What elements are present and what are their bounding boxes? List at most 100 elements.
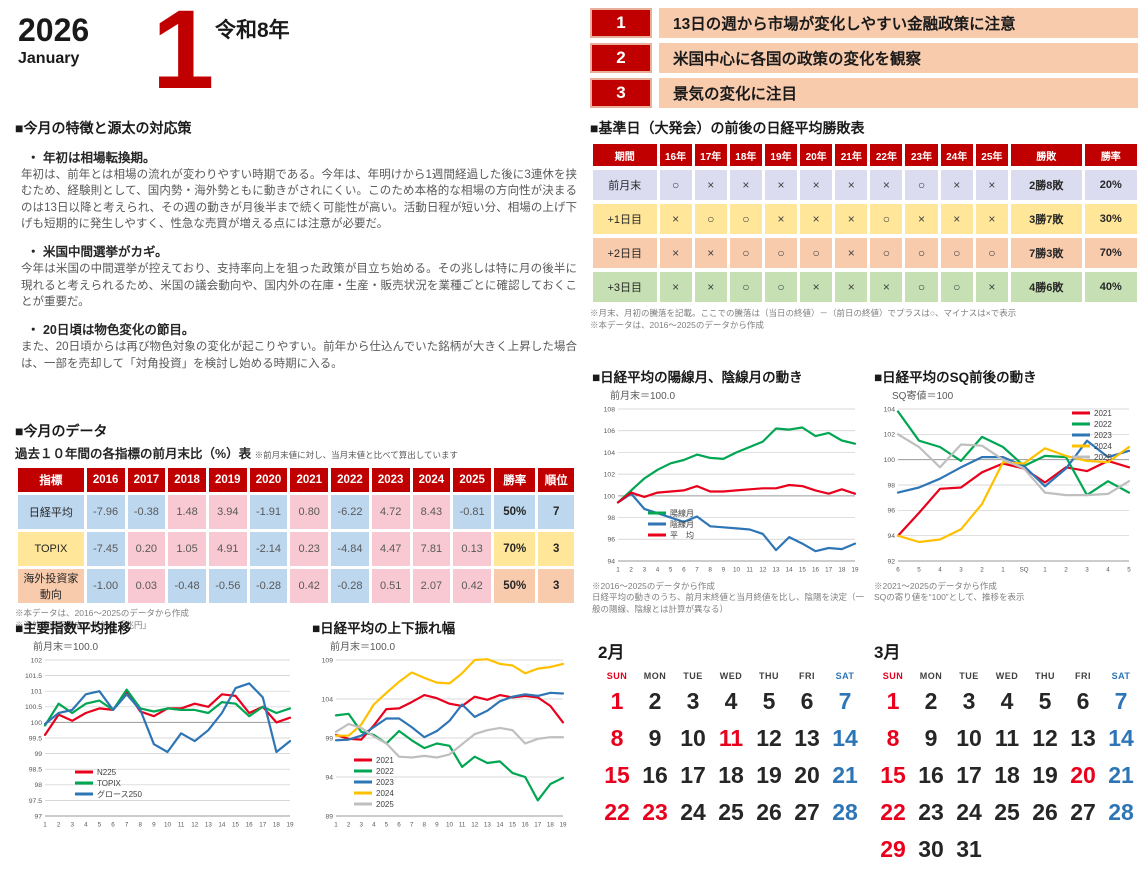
table-header-cell: 2018 (168, 468, 206, 492)
calendar-day: 10 (956, 725, 982, 751)
svg-text:4: 4 (372, 822, 376, 829)
winloss-mark: × (870, 272, 903, 302)
winloss-mark: × (694, 238, 727, 268)
winloss-mark: × (835, 238, 868, 268)
svg-text:SQ: SQ (1019, 567, 1028, 574)
chart-sq-movement: ■日経平均のSQ前後の動き SQ寄値＝100 92 94 96 98 100 102 104… (874, 366, 1140, 604)
calendar-dow-label: FRI (799, 671, 815, 681)
indicator-history-table: 指標 2016 2017 2018 2019 2020 2021 2022 2023 2024 20… (15, 465, 577, 606)
winloss-mark: ○ (694, 204, 727, 234)
svg-text:4: 4 (938, 567, 942, 574)
era-label: 令和8年 (215, 19, 290, 42)
year-label: 2026 (18, 12, 90, 48)
chart-title: ■日経平均の上下振れ幅 (312, 621, 456, 636)
svg-text:5: 5 (385, 822, 389, 829)
svg-text:TOPIX: TOPIX (97, 779, 122, 788)
calendar-day-empty (988, 832, 1026, 869)
svg-text:2024: 2024 (376, 789, 394, 798)
svg-text:14: 14 (218, 822, 226, 829)
calendar-grid: SUN MON TUE WED THU FRI SAT 1 2 3 4 5 6 7 8 9 10 11 12 13 14… (874, 667, 1140, 869)
chart-title: ■主要指数平均推移 (15, 621, 132, 636)
indicator-value: 0.23 (290, 532, 329, 566)
svg-text:18: 18 (838, 567, 846, 574)
svg-text:13: 13 (205, 822, 213, 829)
winloss-mark: × (835, 170, 868, 200)
table-header-cell: 指標 (18, 468, 84, 492)
svg-text:98.5: 98.5 (29, 767, 42, 774)
svg-text:99: 99 (325, 735, 333, 742)
calendar-dow-label: SAT (1111, 671, 1131, 681)
svg-text:97: 97 (34, 813, 42, 820)
winloss-mark: × (800, 272, 833, 302)
chart-title: ■日経平均の陽線月、陰線月の動き (592, 370, 803, 385)
table-header-cell: 20年 (800, 144, 833, 166)
svg-text:6: 6 (682, 567, 686, 574)
feature-heading: ・ 年初は相場転換期。 (27, 151, 156, 165)
calendar-day: 15 (880, 762, 906, 788)
calendar-dow-label: TUE (959, 671, 979, 681)
month-number: 1 (152, 0, 215, 112)
svg-text:12: 12 (471, 822, 479, 829)
rank-cell: 3 (538, 569, 574, 603)
svg-text:100: 100 (604, 493, 616, 500)
svg-text:101.5: 101.5 (25, 673, 42, 680)
data-subtitle-note: ※前月末値に対し、当月末値と比べて算出しています (254, 450, 459, 460)
calendar-day-empty (1026, 832, 1064, 869)
indicator-value: 4.91 (208, 532, 247, 566)
calendar-day: 5 (1038, 688, 1052, 714)
svg-text:19: 19 (286, 822, 294, 829)
svg-text:2025: 2025 (376, 800, 394, 809)
feature-item: ・ 年初は相場転換期。 年初は、前年とは相場の流れが変わりやすい時期である。今年… (15, 147, 577, 232)
calendar-day: 26 (1032, 799, 1058, 825)
feature-heading: ・ 20日頃は物色変化の節目。 (27, 323, 195, 338)
svg-text:104: 104 (884, 406, 896, 413)
svg-text:19: 19 (559, 822, 567, 829)
svg-text:2: 2 (1064, 567, 1068, 574)
winloss-mark: ○ (729, 204, 762, 234)
winloss-mark: × (694, 170, 727, 200)
svg-text:108: 108 (604, 406, 616, 413)
svg-text:96: 96 (607, 537, 615, 544)
calendar-day-empty (1064, 832, 1102, 869)
chart-title: ■日経平均のSQ前後の動き (874, 370, 1037, 385)
winloss-mark: × (659, 272, 692, 302)
winloss-mark: ○ (940, 272, 973, 302)
calendar-day: 1 (886, 688, 900, 714)
indicator-value: 0.20 (127, 532, 166, 566)
svg-text:11: 11 (459, 822, 466, 829)
rate-cell: 30% (1084, 204, 1137, 234)
indicator-value: -4.84 (331, 532, 369, 566)
svg-text:3: 3 (359, 822, 363, 829)
calendar-day: 1 (610, 688, 624, 714)
highlight-row: 2 米国中心に各国の政策の変化を観察 (590, 43, 1138, 73)
calendar-day: 10 (680, 725, 706, 751)
svg-text:94: 94 (607, 558, 615, 565)
highlight-number-badge: 2 (590, 43, 652, 73)
svg-text:17: 17 (259, 822, 267, 829)
calendar-day: 27 (1070, 799, 1096, 825)
indicator-value: -1.91 (249, 495, 288, 529)
table-header-cell: 2022 (331, 468, 369, 492)
svg-text:109: 109 (322, 657, 334, 664)
winloss-mark: × (800, 204, 833, 234)
table-header-cell: 2016 (86, 468, 125, 492)
calendar-day: 19 (756, 762, 782, 788)
table-row: 海外投資家動向 -1.00 0.03 -0.48 -0.56 -0.28 0.42 -0.28… (18, 569, 574, 603)
svg-text:17: 17 (534, 822, 542, 829)
highlight-text: 景気の変化に注目 (659, 78, 1138, 108)
calendar-day: 23 (642, 799, 668, 825)
calendar-day: 20 (794, 762, 820, 788)
chart-subtitle: 前月末＝100.0 (330, 642, 396, 653)
winloss-mark: ○ (800, 238, 833, 268)
calendar-day: 12 (756, 725, 782, 751)
calendar-dow-label: THU (1035, 671, 1055, 681)
svg-text:15: 15 (799, 567, 807, 574)
svg-text:14: 14 (496, 822, 504, 829)
calendar-day: 28 (1108, 799, 1134, 825)
table-header-cell: 25年 (975, 144, 1008, 166)
svg-text:16: 16 (246, 822, 254, 829)
winloss-table: 期間 16年 17年 18年 19年 20年 21年 22年 23年 24年 25年 勝敗 勝率 前月末 ○… (590, 140, 1140, 306)
chart-bullish-bearish-months: ■日経平均の陽線月、陰線月の動き 前月末＝100.0 94 96 98 100 102 1… (592, 366, 868, 615)
svg-text:6: 6 (896, 567, 900, 574)
chart-note: 日経平均の動きのうち、前月末終値と当月終値を比し、陰陽を決定（一般の陽線、陰線と… (592, 592, 865, 614)
